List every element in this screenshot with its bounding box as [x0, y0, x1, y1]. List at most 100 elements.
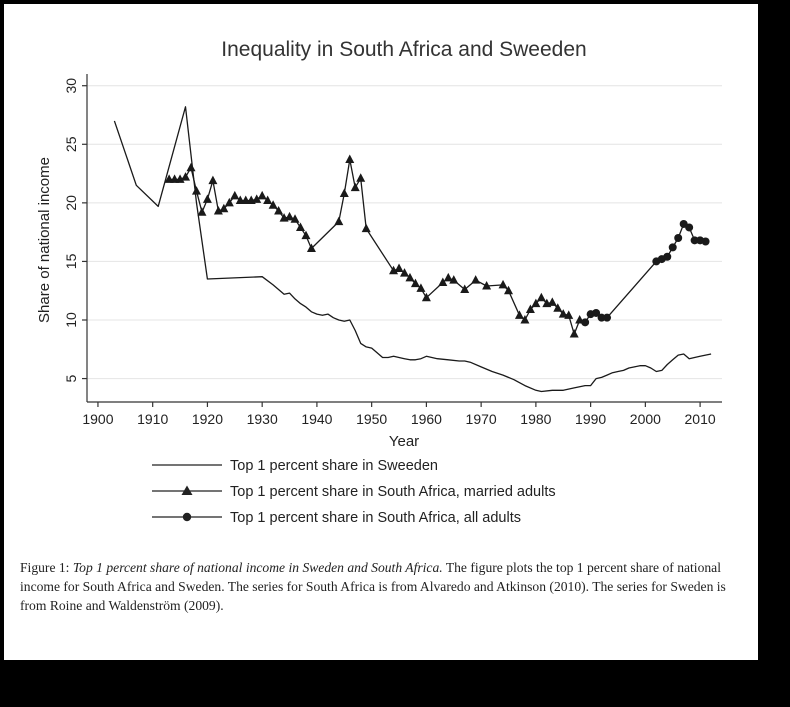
triangle-marker	[471, 275, 481, 284]
triangle-marker	[569, 329, 579, 338]
y-tick-label: 25	[63, 136, 79, 152]
caption-body: The figure plots the top 1 percent share…	[20, 560, 726, 613]
triangle-marker	[301, 230, 311, 240]
triangle-marker	[553, 303, 563, 312]
triangle-marker	[558, 309, 568, 318]
x-tick-label: 1930	[247, 411, 278, 427]
y-tick-label: 10	[63, 312, 79, 328]
series-0	[113, 106, 712, 393]
x-tick-label: 2010	[685, 411, 716, 427]
triangle-marker	[547, 297, 557, 306]
series-line	[113, 106, 712, 393]
triangle-marker	[230, 190, 240, 200]
triangle-marker	[181, 172, 191, 181]
x-ticks: 1900 1910 1920 1930 1940 1950 1960 1970 1980 1990…	[82, 402, 716, 427]
x-tick-label: 1970	[466, 411, 497, 427]
circle-marker	[603, 313, 612, 322]
circle-marker	[685, 223, 694, 232]
x-tick-label: 1920	[192, 411, 223, 427]
triangle-marker	[197, 207, 207, 216]
triangle-marker	[219, 203, 229, 213]
series-group	[113, 106, 712, 393]
figure-card: Inequality in South Africa and Sweeden 5…	[4, 4, 758, 660]
x-tick-label: 1960	[411, 411, 442, 427]
y-tick-label: 30	[63, 78, 79, 94]
circle-marker	[701, 237, 710, 246]
legend-circle-icon	[182, 512, 192, 522]
triangle-marker	[498, 279, 508, 289]
chart-title: Inequality in South Africa and Sweeden	[221, 38, 586, 61]
triangle-marker	[400, 268, 409, 277]
triangle-marker	[224, 197, 234, 207]
legend-label-sa-married: Top 1 percent share in South Africa, mar…	[230, 484, 556, 500]
figure-caption: Figure 1: Top 1 percent share of nationa…	[20, 558, 746, 615]
triangle-marker	[514, 310, 524, 319]
triangle-marker	[339, 188, 349, 197]
circle-marker	[663, 252, 672, 261]
triangle-marker	[274, 206, 284, 215]
circle-marker	[592, 308, 601, 317]
legend: Top 1 percent share in Sweeden Top 1 per…	[152, 458, 556, 526]
legend-label-sa-all: Top 1 percent share in South Africa, all…	[230, 510, 521, 526]
y-ticks: 5 10 15 20 25 30	[63, 78, 87, 382]
x-tick-label: 1940	[301, 411, 332, 427]
triangle-marker	[564, 310, 574, 319]
triangle-marker	[213, 206, 223, 215]
triangle-marker	[520, 315, 530, 324]
triangle-marker	[504, 285, 514, 295]
legend-triangle-icon	[181, 485, 193, 495]
triangle-marker	[443, 272, 453, 282]
legend-item-sweden: Top 1 percent share in Sweeden	[152, 458, 438, 474]
series-line	[584, 223, 706, 323]
triangle-marker	[350, 182, 360, 192]
y-tick-label: 20	[63, 195, 79, 211]
axes	[86, 74, 722, 403]
triangle-marker	[306, 243, 316, 253]
x-tick-label: 1980	[520, 411, 551, 427]
triangle-marker	[285, 211, 295, 221]
triangle-marker	[416, 283, 426, 292]
triangle-marker	[525, 304, 535, 313]
triangle-marker	[460, 284, 470, 294]
triangle-marker	[268, 200, 278, 209]
x-tick-label: 1900	[82, 411, 113, 427]
caption-label: Figure 1:	[20, 560, 70, 575]
triangle-marker	[257, 190, 267, 200]
triangle-marker	[175, 174, 185, 183]
y-tick-label: 15	[63, 253, 79, 269]
triangle-marker	[356, 173, 366, 182]
triangle-marker	[531, 298, 541, 308]
triangle-marker	[438, 277, 448, 287]
circle-marker	[668, 243, 677, 252]
x-tick-label: 1950	[356, 411, 387, 427]
triangle-marker	[421, 292, 431, 302]
triangle-marker	[202, 194, 212, 203]
triangle-marker	[345, 154, 355, 164]
triangle-marker	[263, 195, 273, 205]
y-tick-label: 5	[63, 374, 79, 382]
gridlines	[87, 85, 722, 380]
circle-marker	[674, 234, 683, 242]
circle-marker	[581, 318, 590, 327]
chart: Inequality in South Africa and Sweeden 5…	[36, 38, 722, 526]
x-tick-label: 2000	[630, 411, 661, 427]
triangle-marker	[252, 194, 262, 203]
triangle-marker	[394, 263, 404, 272]
triangle-marker	[186, 162, 196, 172]
x-tick-label: 1990	[575, 411, 606, 427]
series-2	[581, 219, 710, 327]
triangle-marker	[405, 272, 415, 282]
series-line	[169, 158, 581, 335]
y-axis-label: Share of national income	[36, 157, 53, 323]
x-axis-label: Year	[389, 433, 419, 450]
triangle-marker	[361, 223, 371, 233]
triangle-marker	[290, 214, 300, 223]
triangle-marker	[410, 278, 420, 288]
triangle-marker	[334, 216, 344, 226]
series-1	[164, 154, 585, 338]
triangle-marker	[191, 186, 201, 195]
legend-item-sa-all: Top 1 percent share in South Africa, all…	[152, 510, 521, 526]
circle-marker	[597, 313, 606, 322]
triangle-marker	[536, 292, 546, 302]
legend-item-sa-married: Top 1 percent share in South Africa, mar…	[152, 484, 556, 500]
